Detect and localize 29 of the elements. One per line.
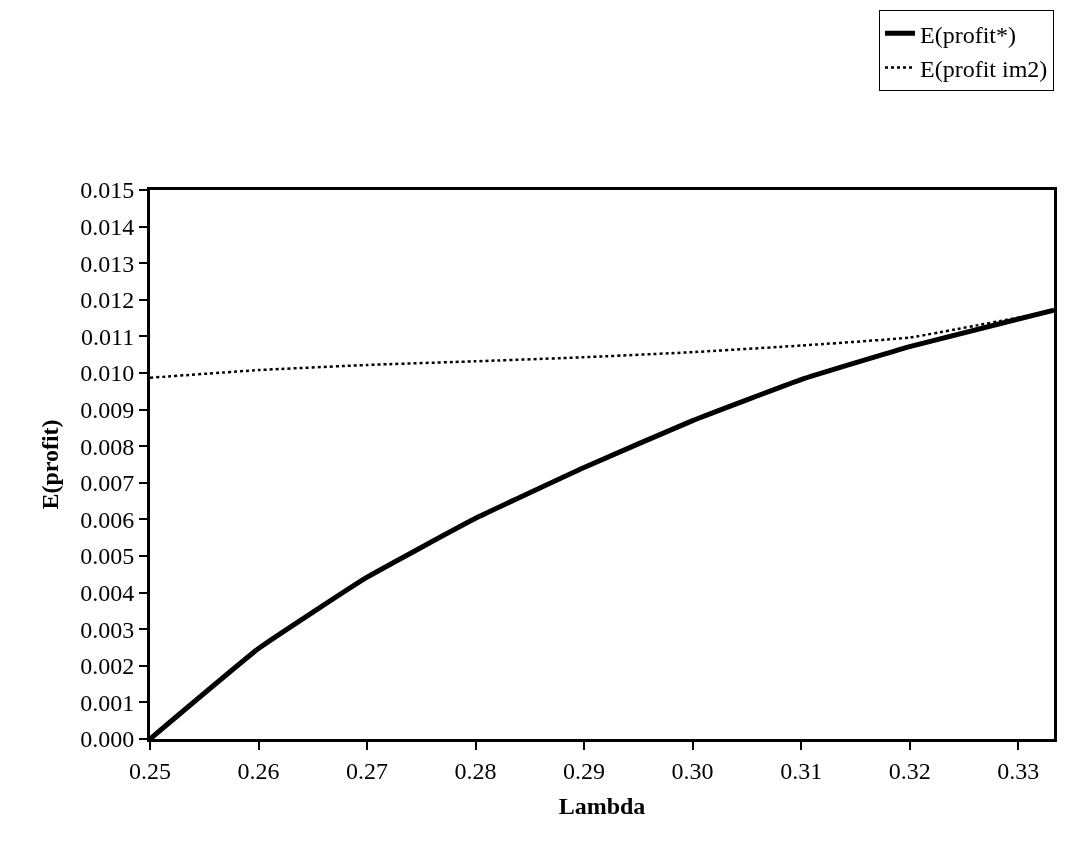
y-tick-label: 0.011 [81, 323, 135, 350]
x-tick-label: 0.28 [454, 757, 497, 784]
y-tick-label: 0.015 [80, 177, 135, 204]
y-tick-label: 0.009 [80, 397, 135, 423]
y-tick-label: 0.000 [80, 726, 135, 753]
x-axis-title: Lambda [558, 793, 646, 820]
x-tick-label: 0.32 [888, 757, 931, 784]
y-tick-label: 0.008 [80, 433, 135, 460]
y-tick-label: 0.006 [80, 506, 135, 533]
x-tick-label: 0.27 [346, 757, 389, 784]
legend-label: E(profit im2) [920, 55, 1048, 82]
x-tick-label: 0.30 [671, 757, 714, 784]
y-tick-label: 0.014 [80, 214, 135, 240]
x-tick-label: 0.29 [563, 757, 606, 784]
y-tick-label: 0.004 [80, 580, 135, 606]
y-tick-label: 0.013 [80, 250, 135, 277]
y-axis-title: E(profit) [37, 419, 64, 510]
y-tick-label: 0.002 [80, 653, 135, 680]
y-tick-label: 0.003 [80, 616, 135, 643]
y-tick-label: 0.005 [80, 543, 135, 570]
y-tick-label: 0.007 [80, 470, 135, 497]
y-tick-label: 0.001 [80, 689, 135, 716]
y-tick-label: 0.012 [80, 287, 135, 314]
x-tick-label: 0.26 [237, 757, 280, 784]
x-tick-label: 0.33 [997, 757, 1040, 784]
y-tick-label: 0.010 [80, 360, 135, 387]
legend-label: E(profit*) [920, 21, 1016, 48]
x-tick-label: 0.25 [129, 757, 171, 784]
x-tick-label: 0.31 [780, 757, 823, 784]
